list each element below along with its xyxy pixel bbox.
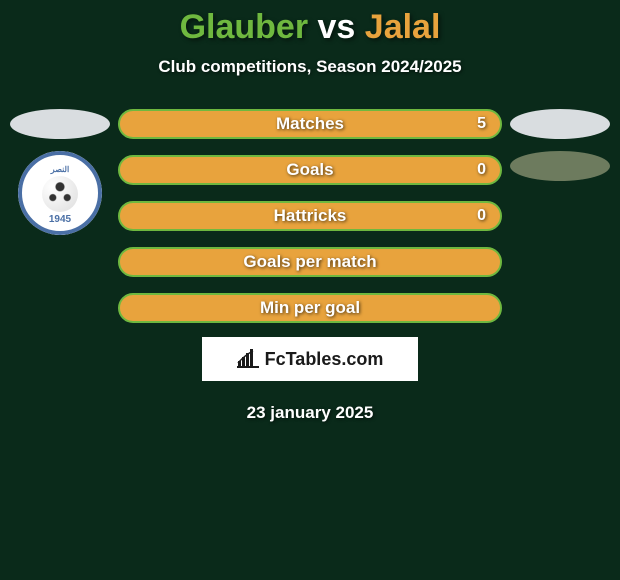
player2-name: Jalal: [365, 8, 441, 46]
vs-text: vs: [318, 8, 356, 46]
brand-box[interactable]: FcTables.com: [202, 337, 418, 381]
stat-row: Hattricks 0: [118, 201, 502, 231]
club-badge: النصر 1945: [18, 151, 102, 235]
header: Glauber vs Jalal Club competitions, Seas…: [0, 0, 620, 81]
stat-label: Goals per match: [243, 252, 376, 272]
player1-name: Glauber: [180, 8, 308, 46]
page-title: Glauber vs Jalal: [0, 8, 620, 47]
left-oval: [10, 109, 110, 139]
stat-label: Goals: [286, 160, 333, 180]
subtitle: Club competitions, Season 2024/2025: [0, 57, 620, 77]
stats-column: Matches 5 Goals 0 Hattricks 0 Goals per match M…: [112, 109, 508, 323]
stat-row: Goals 0: [118, 155, 502, 185]
left-column: النصر 1945: [8, 109, 112, 323]
bars-chart-icon: [237, 349, 259, 369]
stat-label: Min per goal: [260, 298, 360, 318]
right-oval-1: [510, 109, 610, 139]
right-oval-2: [510, 151, 610, 181]
stat-value-right: 0: [477, 161, 486, 179]
stat-label: Hattricks: [274, 206, 347, 226]
stat-row: Goals per match: [118, 247, 502, 277]
stat-value-right: 0: [477, 207, 486, 225]
stat-row: Matches 5: [118, 109, 502, 139]
right-column: [508, 109, 612, 323]
date-text: 23 january 2025: [0, 403, 620, 423]
stat-label: Matches: [276, 114, 344, 134]
badge-ball-icon: [42, 176, 78, 212]
stat-value-right: 5: [477, 115, 486, 133]
stat-row: Min per goal: [118, 293, 502, 323]
content: النصر 1945 Matches5Goals0Hattricks0Goals…: [0, 109, 620, 323]
brand-text: FcTables.com: [265, 349, 384, 370]
